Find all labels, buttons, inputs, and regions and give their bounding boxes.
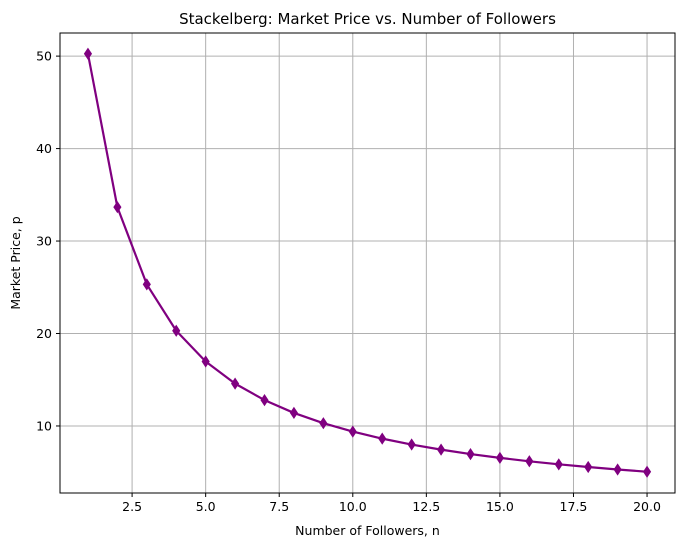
x-tick-label: 20.0 (633, 499, 661, 514)
plot-area-frame (59, 32, 676, 494)
x-tick-label: 2.5 (122, 499, 142, 514)
y-tick-label: 10 (36, 418, 52, 433)
x-tick-label: 12.5 (412, 499, 440, 514)
grid-lines (60, 33, 675, 493)
y-tick-label: 20 (36, 326, 52, 341)
data-point-marker (613, 463, 622, 476)
data-point-marker (525, 455, 534, 468)
y-axis-label: Market Price, p (8, 216, 23, 309)
data-point-marker (407, 438, 416, 451)
x-tick-label: 5.0 (196, 499, 216, 514)
data-point-marker (289, 406, 299, 420)
data-point-marker (83, 47, 93, 60)
y-tick-label: 30 (36, 234, 52, 249)
data-point-marker (584, 460, 593, 474)
series-layer (83, 47, 652, 478)
y-axis-ticks: 10 20 30 40 50 (36, 49, 60, 433)
x-tick-label: 7.5 (269, 499, 289, 514)
x-axis-ticks: 2.5 5.0 7.5 10.0 12.5 15.0 17.5 20.0 (122, 493, 661, 514)
y-tick-label: 40 (36, 141, 52, 156)
data-point-marker (554, 458, 563, 471)
x-tick-label: 15.0 (486, 499, 514, 514)
data-point-marker (466, 447, 475, 461)
y-tick-label: 50 (36, 49, 52, 64)
series-line (86, 53, 648, 473)
x-tick-label: 17.5 (560, 499, 588, 514)
data-point-marker (495, 451, 504, 464)
chart-title: Stackelberg: Market Price vs. Number of … (179, 10, 556, 28)
data-point-marker (378, 432, 387, 445)
x-axis-label: Number of Followers, n (295, 523, 440, 538)
data-point-marker (436, 443, 446, 456)
x-tick-label: 10.0 (339, 499, 367, 514)
data-point-marker (348, 425, 357, 438)
data-point-marker (142, 278, 151, 291)
data-point-marker (642, 465, 652, 478)
data-point-marker (319, 417, 328, 430)
data-point-marker (113, 200, 122, 214)
data-point-marker (231, 377, 240, 390)
data-point-marker (172, 324, 181, 337)
data-point-marker (201, 355, 210, 368)
data-point-marker (260, 393, 269, 407)
